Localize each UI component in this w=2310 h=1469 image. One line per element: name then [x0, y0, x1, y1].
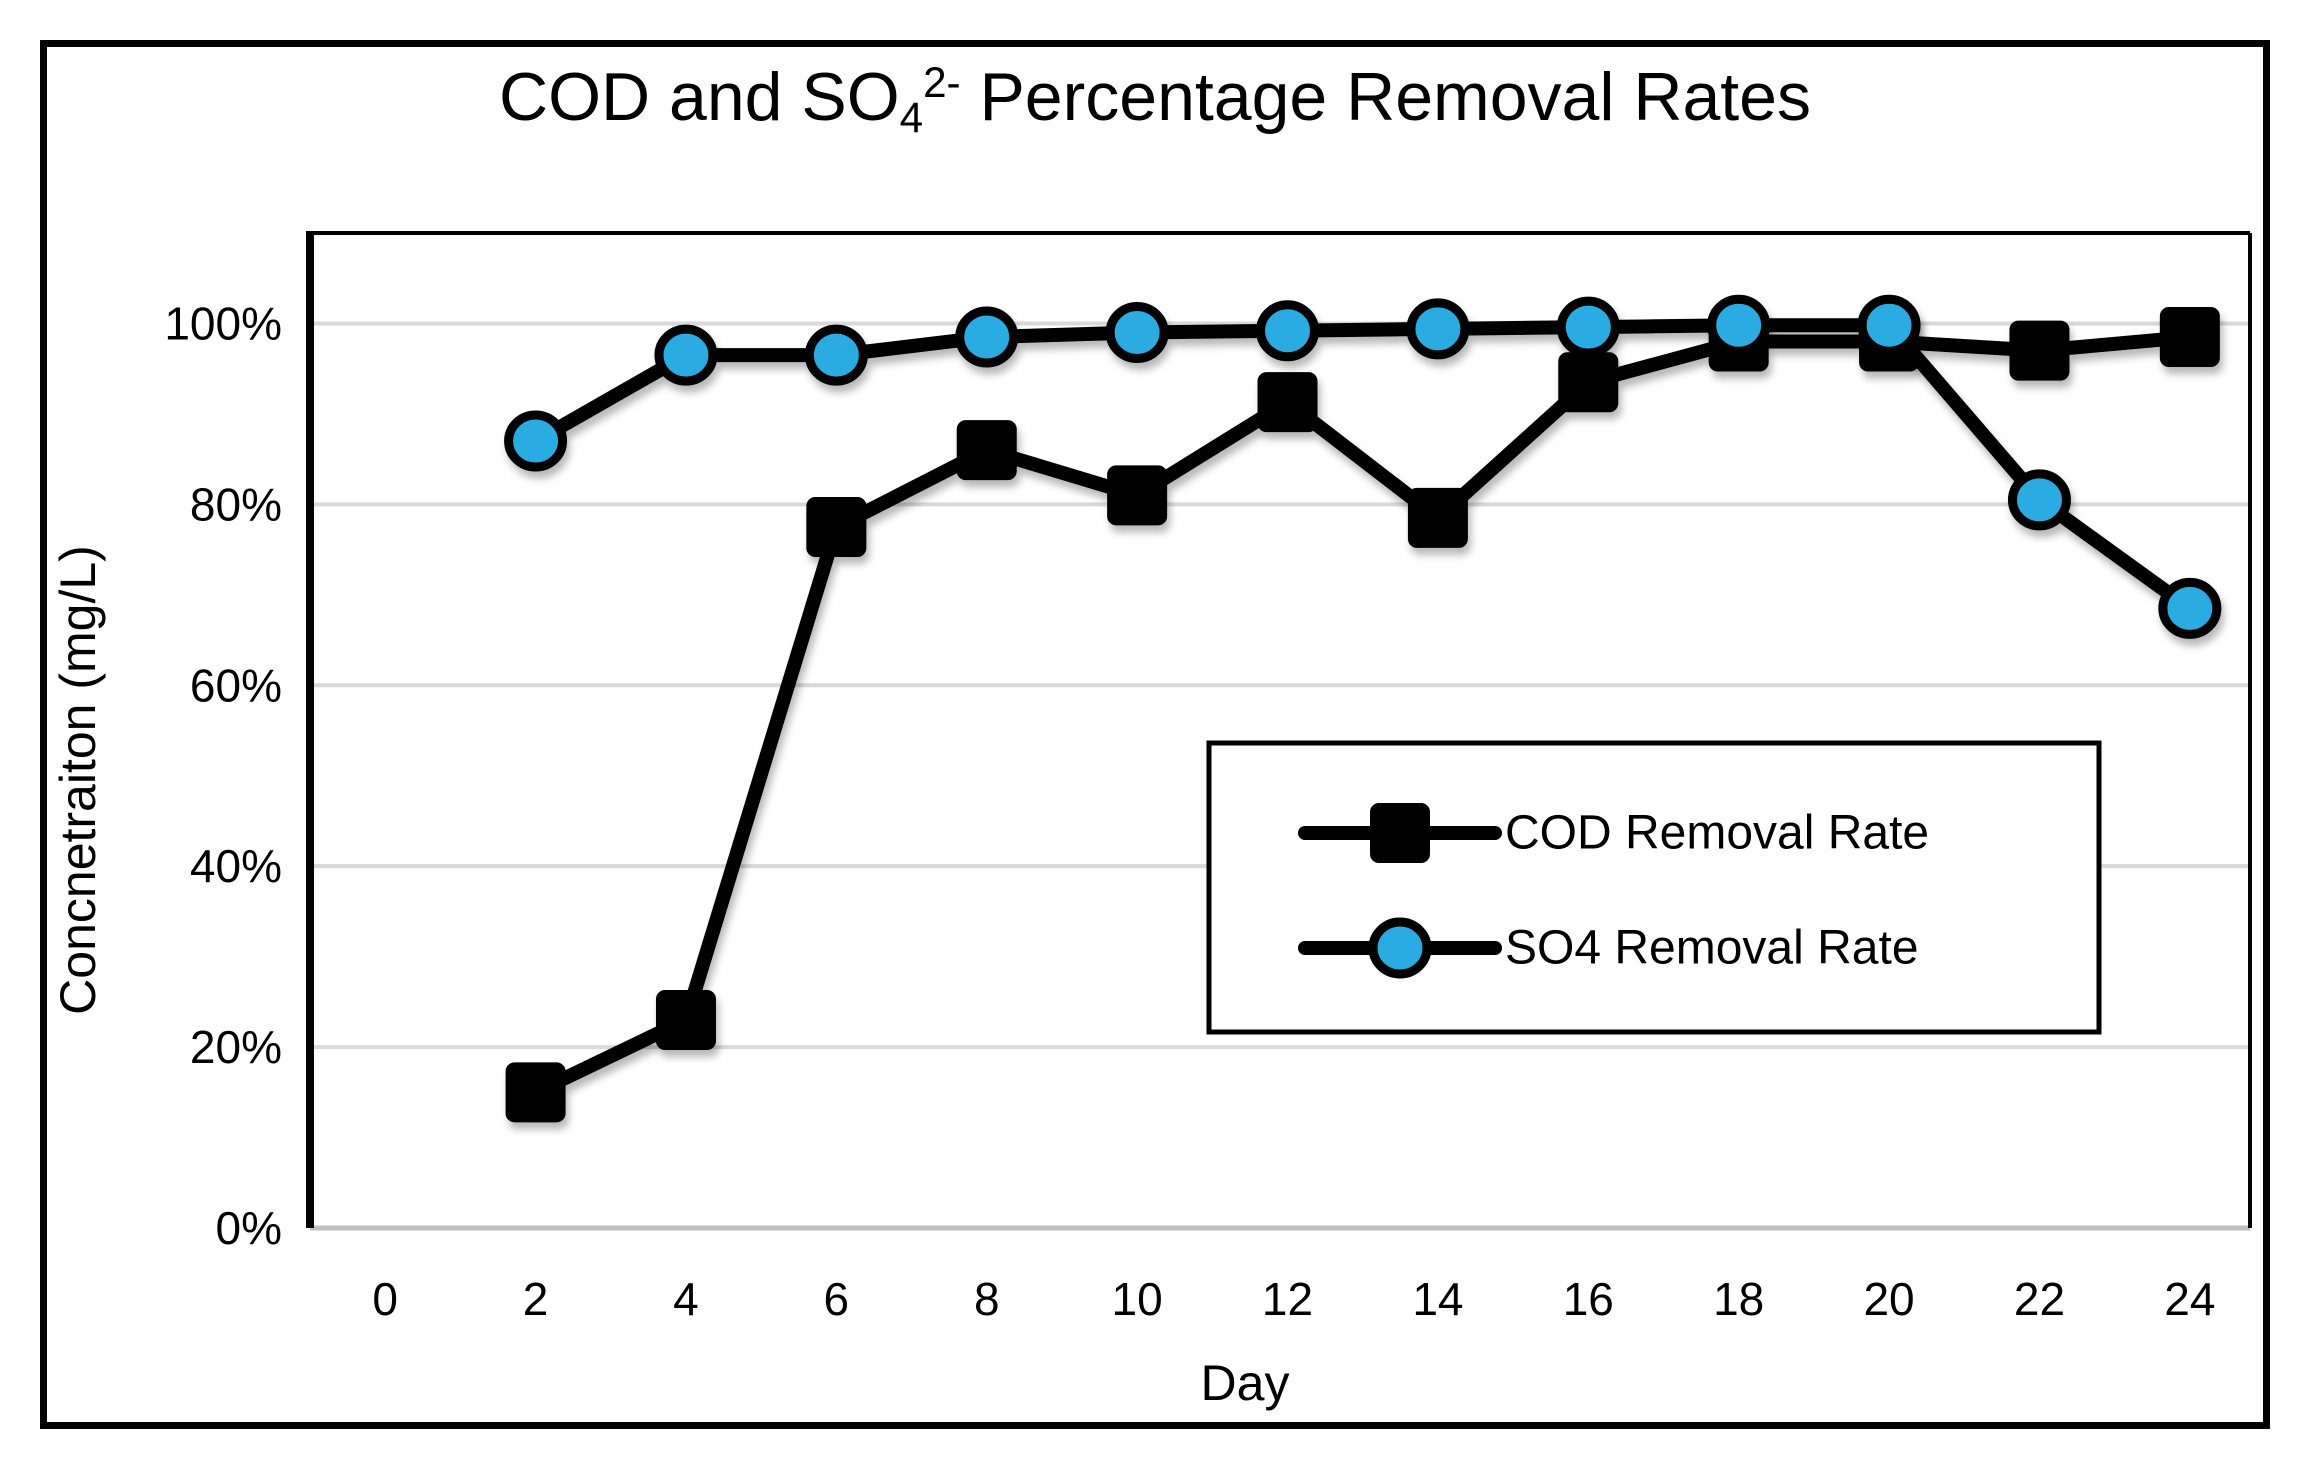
so4-marker-day-24: [2158, 577, 2222, 639]
so4-series: [504, 294, 2222, 639]
plot-border: [306, 231, 2252, 1228]
so4-marker-day-18: [1707, 294, 1771, 356]
x-tick-label-4: 4: [673, 1273, 699, 1325]
chart-title: COD and SO42- Percentage Removal Rates: [60, 58, 2250, 142]
x-tick-label-0: 0: [372, 1273, 398, 1325]
chart-title-superscript: 2-: [923, 58, 961, 106]
x-tick-label-8: 8: [974, 1273, 1000, 1325]
so4-marker-day-16: [1556, 296, 1620, 358]
y-tick-label-80%: 80%: [190, 478, 282, 530]
legend: COD Removal Rate SO4 Removal Rate: [1206, 740, 2102, 1035]
x-axis-title: Day: [1201, 1355, 1290, 1411]
so4-marker-day-22: [2007, 469, 2071, 531]
cod-marker-day-24: [2159, 307, 2220, 368]
cod-marker-day-2: [505, 1062, 566, 1123]
so4-marker-day-10: [1105, 302, 1169, 363]
cod-marker-day-22: [2009, 320, 2070, 381]
y-tick-label-60%: 60%: [190, 659, 282, 711]
chart-outer-border: [40, 40, 2270, 1429]
y-axis-title: Concnetraiton (mg/L): [50, 545, 106, 1015]
cod-marker-day-8: [956, 420, 1017, 481]
y-tick-label-40%: 40%: [190, 840, 282, 892]
x-tick-label-12: 12: [1262, 1273, 1313, 1325]
legend-marker-so4: [1368, 917, 1432, 979]
so4-marker-day-20: [1857, 294, 1921, 356]
cod-marker-day-10: [1107, 465, 1168, 526]
x-tick-label-14: 14: [1412, 1273, 1463, 1325]
legend-label-so4: SO4 Removal Rate: [1505, 922, 1919, 975]
cod-marker-day-6: [806, 496, 867, 557]
cod-marker-day-16: [1558, 352, 1619, 413]
chart-title-rest: Percentage Removal Rates: [960, 59, 1811, 135]
cod-marker-day-12: [1257, 372, 1318, 433]
so4-marker-day-2: [504, 410, 568, 472]
x-tick-label-20: 20: [1863, 1273, 1914, 1325]
cod-marker-day-14: [1407, 487, 1468, 548]
so4-marker-day-8: [955, 306, 1019, 368]
x-axis-tick-labels: 0 2 4 6 8 10 12 14 16 18 20 22 24: [372, 1273, 2215, 1325]
y-tick-label-100%: 100%: [164, 297, 282, 349]
legend-label-cod: COD Removal Rate: [1505, 807, 1929, 860]
y-tick-label-0%: 0%: [216, 1202, 282, 1254]
x-tick-label-10: 10: [1112, 1273, 1163, 1325]
legend-item-so4: SO4 Removal Rate: [1298, 917, 1919, 979]
x-tick-label-16: 16: [1563, 1273, 1614, 1325]
chart-title-main: COD and SO: [499, 59, 900, 135]
x-tick-label-2: 2: [523, 1273, 549, 1325]
x-tick-label-24: 24: [2164, 1273, 2215, 1325]
y-axis-tick-labels: 0% 20% 40% 60% 80% 100%: [164, 297, 282, 1254]
chart-title-subscript: 4: [899, 93, 924, 141]
x-tick-label-18: 18: [1713, 1273, 1764, 1325]
so4-marker-day-6: [804, 324, 868, 386]
x-tick-label-22: 22: [2014, 1273, 2065, 1325]
legend-box: [1206, 740, 2102, 1035]
y-tick-label-20%: 20%: [190, 1021, 282, 1073]
so4-marker-day-12: [1256, 300, 1320, 362]
legend-marker-cod: [1370, 803, 1430, 863]
so4-marker-day-4: [654, 324, 718, 386]
cod-marker-day-4: [655, 989, 716, 1050]
x-tick-label-6: 6: [824, 1273, 850, 1325]
so4-marker-day-14: [1406, 298, 1470, 360]
legend-item-cod: COD Removal Rate: [1298, 803, 1929, 863]
